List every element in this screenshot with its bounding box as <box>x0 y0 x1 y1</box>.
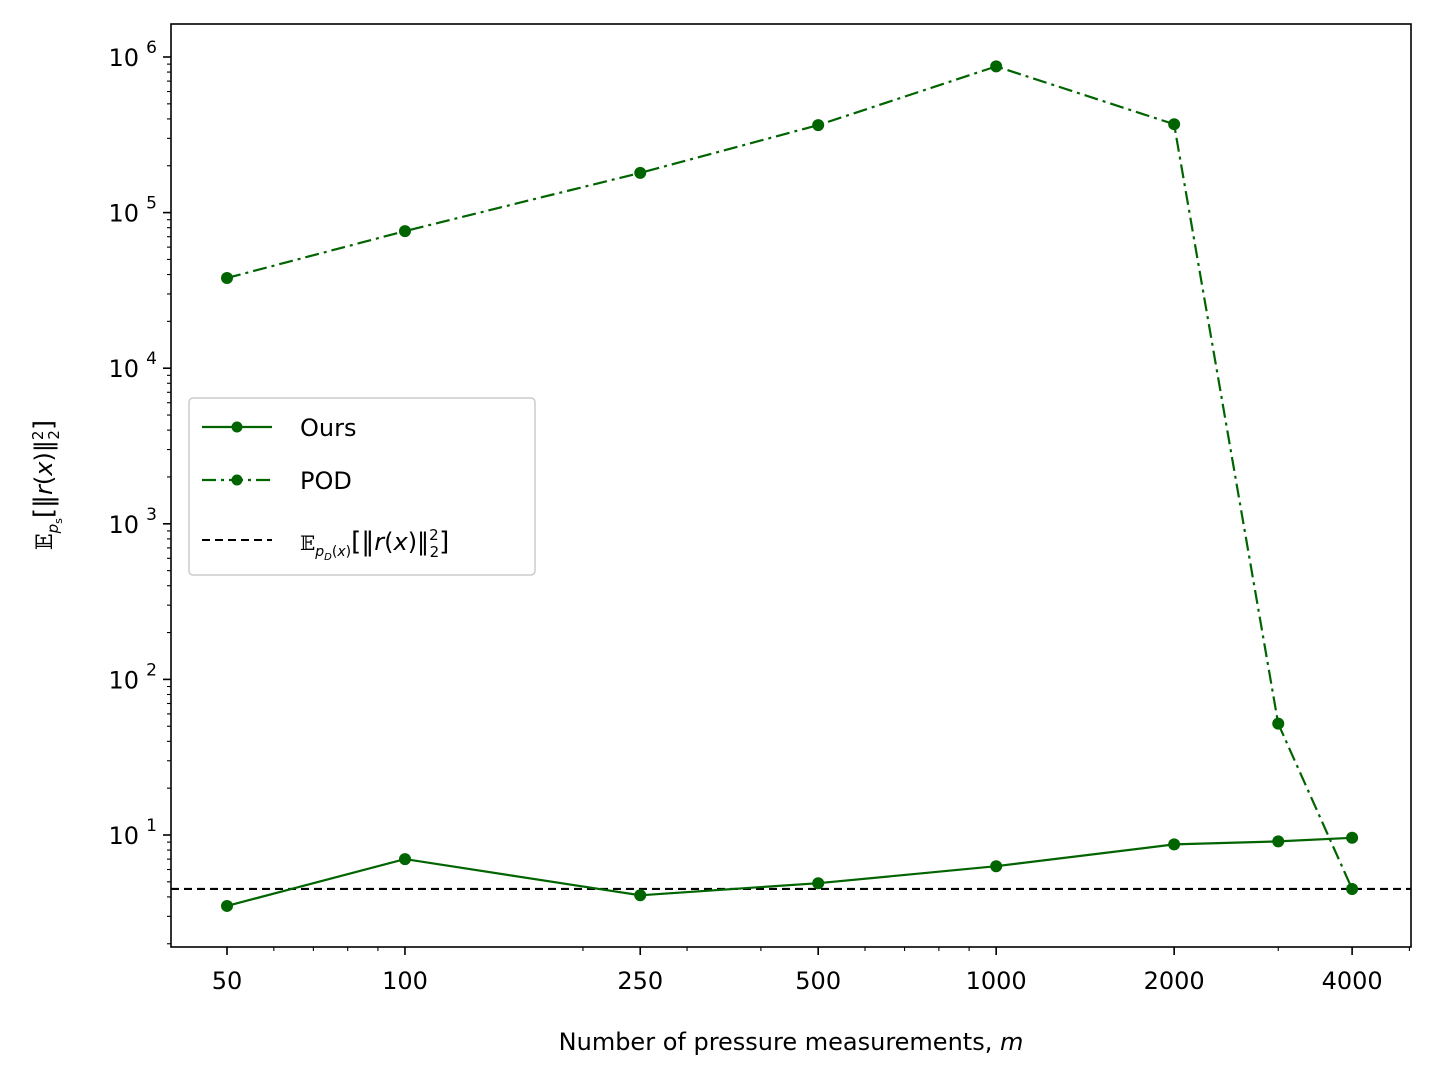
data-point-pod <box>812 119 825 132</box>
data-point-pod <box>221 271 233 284</box>
y-tick-exponent: 3 <box>146 505 157 525</box>
data-point-pod <box>1168 118 1181 131</box>
data-point-ours <box>634 889 647 902</box>
x-tick-label: 500 <box>795 967 841 995</box>
y-tick-exponent: 4 <box>146 349 157 369</box>
data-point-ours <box>1168 838 1181 851</box>
legend-label-ours: Ours <box>300 414 356 442</box>
data-point-ours <box>398 853 411 866</box>
x-tick-label: 1000 <box>966 967 1027 995</box>
series-layer <box>171 60 1411 912</box>
data-point-ours <box>1346 831 1359 844</box>
y-tick-exponent: 1 <box>146 816 157 836</box>
x-tick-label: 100 <box>382 967 428 995</box>
legend: Ours POD 𝔼pD(x)[‖r(x)‖2 2] <box>188 397 536 576</box>
y-tick-label: 10 <box>108 44 139 72</box>
x-tick-label: 50 <box>212 967 243 995</box>
legend-box <box>188 397 536 576</box>
x-tick-label: 4000 <box>1322 967 1383 995</box>
y-tick-label: 10 <box>108 200 139 228</box>
y-tick-label: 10 <box>108 355 139 383</box>
svg-text:𝔼pD(x)[‖r(x)‖22]: 𝔼pD(x)[‖r(x)‖2 2] <box>300 526 449 563</box>
y-tick-label: 10 <box>108 511 139 539</box>
legend-label-reference: 𝔼pD(x)[‖r(x)‖2 2] <box>300 526 449 563</box>
data-point-pod <box>1346 882 1359 895</box>
series-line-pod <box>226 65 1354 890</box>
data-point-ours <box>1272 835 1285 848</box>
y-tick-label: 10 <box>108 822 139 850</box>
plot-frame <box>170 23 1412 948</box>
data-point-pod <box>1272 717 1285 730</box>
data-point-pod <box>990 60 1003 73</box>
series-line-ours <box>226 836 1353 907</box>
x-tick-label: 250 <box>617 967 663 995</box>
y-tick-exponent: 2 <box>146 660 157 680</box>
data-point-ours <box>812 877 825 890</box>
legend-marker-pod <box>231 474 243 486</box>
data-point-ours <box>990 860 1003 873</box>
x-axis: 50 100 250 500 1000 2000 4000 <box>212 947 1410 995</box>
x-axis-label: Number of pressure measurements, m <box>559 1028 1024 1056</box>
data-point-ours <box>221 899 233 912</box>
legend-marker-ours <box>231 421 243 433</box>
x-tick-label: 2000 <box>1144 967 1205 995</box>
y-tick-exponent: 5 <box>146 194 157 214</box>
legend-label-pod: POD <box>300 467 352 495</box>
y-axis: 10 1 10 2 10 3 10 4 10 5 10 6 <box>108 38 171 945</box>
data-point-pod <box>398 225 411 238</box>
y-axis-label: 𝔼ps[‖r(x)‖22] <box>29 420 65 550</box>
y-tick-label: 10 <box>108 666 139 694</box>
svg-text:𝔼ps[‖r(x)‖22]: 𝔼ps[‖r(x)‖22] <box>29 420 65 550</box>
y-tick-exponent: 6 <box>146 38 157 58</box>
data-point-pod <box>634 166 647 179</box>
